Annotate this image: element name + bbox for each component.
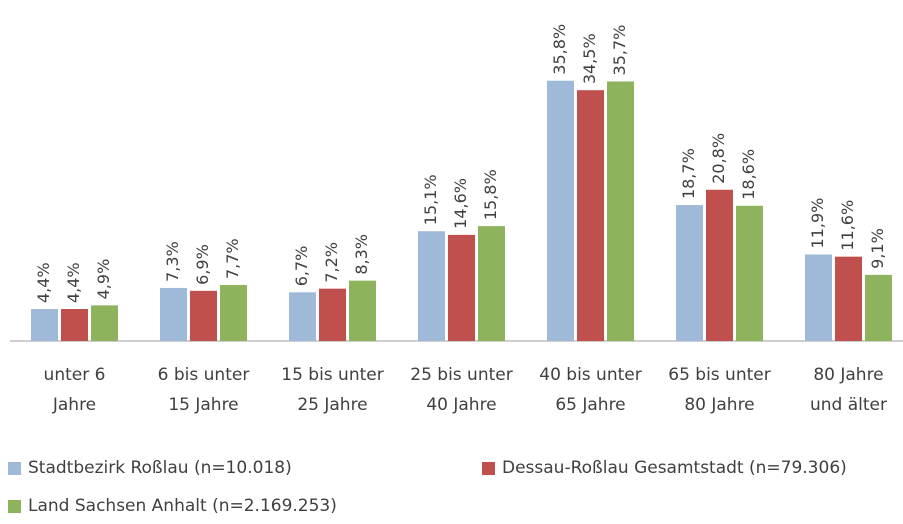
bar [706,189,733,341]
value-label: 35,7% [610,25,629,76]
legend-swatch [8,461,21,475]
bar [220,285,247,341]
value-label: 4,4% [34,262,53,303]
x-tick-label: 25 bis unter 40 Jahre [410,365,513,415]
bar [835,256,862,341]
bar [91,305,118,341]
bar [865,274,892,341]
value-label: 4,4% [64,262,83,303]
value-label: 7,3% [163,241,182,282]
x-tick-label: 6 bis unter 15 Jahre [157,365,250,415]
x-tick-label: 80 Jahre und älter [810,365,887,415]
bar [478,226,505,341]
value-label: 20,8% [709,133,728,184]
legend-label: Stadtbezirk Roßlau (n=10.018) [28,458,292,478]
value-label: 18,6% [739,149,758,200]
bar [607,81,634,341]
value-label: 6,9% [193,244,212,285]
bar [61,309,88,341]
legend-item: Stadtbezirk Roßlau (n=10.018) [8,458,292,478]
value-label: 9,1% [868,228,887,269]
bar [319,288,346,341]
bar [577,90,604,341]
bar [676,205,703,341]
legend-label: Dessau-Roßlau Gesamtstadt (n=79.306) [502,458,847,478]
legend-item: Land Sachsen Anhalt (n=2.169.253) [8,496,337,516]
x-tick-label: 40 bis unter 65 Jahre [539,365,642,415]
value-label: 35,8% [550,24,569,75]
legend-item: Dessau-Roßlau Gesamtstadt (n=79.306) [482,458,847,478]
bar [805,254,832,341]
value-label: 4,9% [94,259,113,300]
legend-swatch [482,461,495,475]
bar [418,231,445,341]
legend-swatch [8,499,21,513]
x-tick-label: 65 bis unter 80 Jahre [668,365,771,415]
bar [190,290,217,341]
value-label: 7,2% [322,242,341,283]
bar [349,280,376,341]
value-label: 14,6% [451,178,470,229]
value-label: 18,7% [679,148,698,199]
bar [448,234,475,341]
value-label: 8,3% [352,234,371,275]
bar [31,309,58,341]
x-tick-label: 15 bis unter 25 Jahre [281,365,384,415]
value-label: 11,9% [808,198,827,249]
value-label: 6,7% [292,246,311,287]
legend-label: Land Sachsen Anhalt (n=2.169.253) [28,496,337,516]
value-label: 15,8% [481,169,500,220]
bar [736,205,763,341]
x-tick-label: unter 6 Jahre [43,365,106,415]
bar [547,80,574,341]
value-label: 34,5% [580,33,599,84]
value-label: 7,7% [223,238,242,279]
bar [289,292,316,341]
bar [160,287,187,341]
value-label: 11,6% [838,200,857,251]
value-label: 15,1% [421,174,440,225]
